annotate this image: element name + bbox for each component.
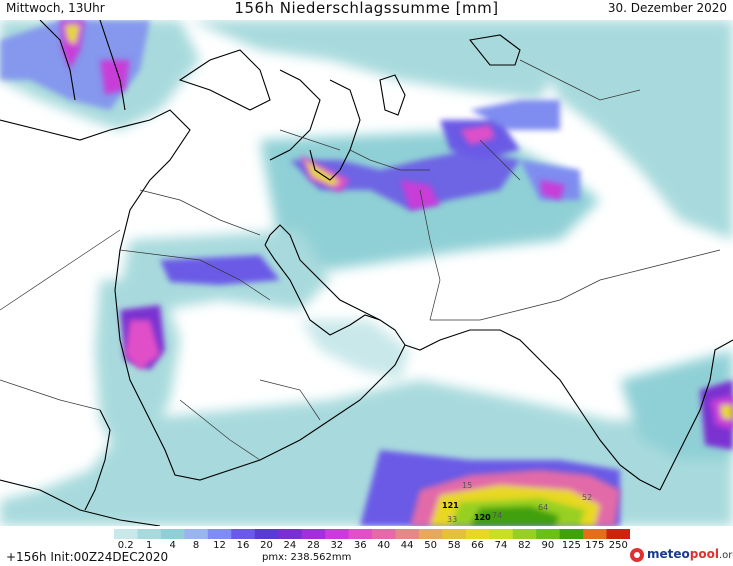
legend-swatch [512,529,537,539]
legend-swatch [442,529,467,539]
legend-swatch [137,529,162,539]
legend-swatch [278,529,303,539]
legend-swatch [559,529,584,539]
legend-tick-label: 125 [561,540,581,551]
legend-tick-label: 250 [608,540,628,551]
precipitation-map: 121 120 74 64 52 33 15 [0,20,733,526]
value-label-121: 121 [442,501,459,510]
legend-tick-label: 0.2 [117,540,134,551]
legend-tick-label: 4 [169,540,176,551]
brand-tld: .org [718,550,733,561]
legend-swatch [325,529,350,539]
legend-tick-label: 40 [377,540,391,551]
valid-day-label: Mittwoch, 13Uhr [6,1,105,15]
legend-swatch [184,529,209,539]
legend-tick-label: 50 [424,540,437,551]
coastlines [0,20,733,526]
legend-swatch [348,529,373,539]
legend-swatch [231,529,256,539]
brand-name-accent: pool [689,547,719,561]
legend-swatch [395,529,420,539]
legend-tick-label: 66 [471,540,484,551]
legend-tick-label: 12 [213,540,226,551]
legend-tick-label: 175 [585,540,605,551]
precip-max-label: pmx: 238.562mm [262,552,352,563]
legend-color-bar [114,529,630,539]
legend-tick-label: 16 [236,540,250,551]
legend-swatch [418,529,443,539]
value-label-15: 15 [462,481,472,490]
legend-tick-label: 36 [353,540,367,551]
country-borders [0,59,721,461]
value-label-33: 33 [447,515,457,524]
legend-swatch [583,529,608,539]
legend-tick-label: 90 [541,540,555,551]
legend-labels: 0.2 1 4 8 12 16 20 24 28 32 36 40 44 50 58 66 74 82 90 125 1… [0,540,733,552]
legend-swatch [489,529,514,539]
legend-tick-label: 28 [306,540,320,551]
legend-tick-label: 20 [260,540,273,551]
legend-swatch [536,529,561,539]
legend-swatch [160,529,185,539]
legend-tick-label: 32 [330,540,344,551]
brand-name-main: meteo [647,547,690,561]
legend-swatch [301,529,326,539]
legend: 0.2 1 4 8 12 16 20 24 28 32 36 40 44 50 58 66 74 82 90 125 1… [0,526,733,566]
map-title: 156h Niederschlagssumme [mm] [234,0,499,17]
legend-swatch [372,529,396,539]
header: Mittwoch, 13Uhr 156h Niederschlagssumme … [0,0,733,20]
precip-field-extreme [410,470,620,526]
legend-tick-label: 24 [283,540,297,551]
legend-swatch [207,529,232,539]
legend-swatch [465,529,490,539]
valid-date-label: 30. Dezember 2020 [607,1,727,15]
value-label-52: 52 [582,493,592,502]
value-label-74: 74 [492,511,502,520]
legend-arrow-icon [606,529,630,539]
legend-tick-label: 74 [494,540,508,551]
legend-tick-label: 58 [447,540,461,551]
precip-value-labels: 121 120 74 64 52 33 15 [442,481,592,524]
legend-swatch [114,529,138,539]
legend-tick-label: 8 [192,540,200,551]
value-label-64: 64 [538,503,548,512]
legend-swatch [254,529,279,539]
meteopool-logo-icon [630,548,644,562]
brand-name: meteopool.org [647,547,733,561]
legend-tick-label: 82 [518,540,531,551]
legend-tick-label: 44 [400,540,414,551]
value-label-120: 120 [474,513,491,522]
map-canvas: 121 120 74 64 52 33 15 [0,20,733,526]
legend-tick-label: 1 [145,540,153,551]
forecast-run-label: +156h Init:00Z24DEC2020 [6,550,169,564]
